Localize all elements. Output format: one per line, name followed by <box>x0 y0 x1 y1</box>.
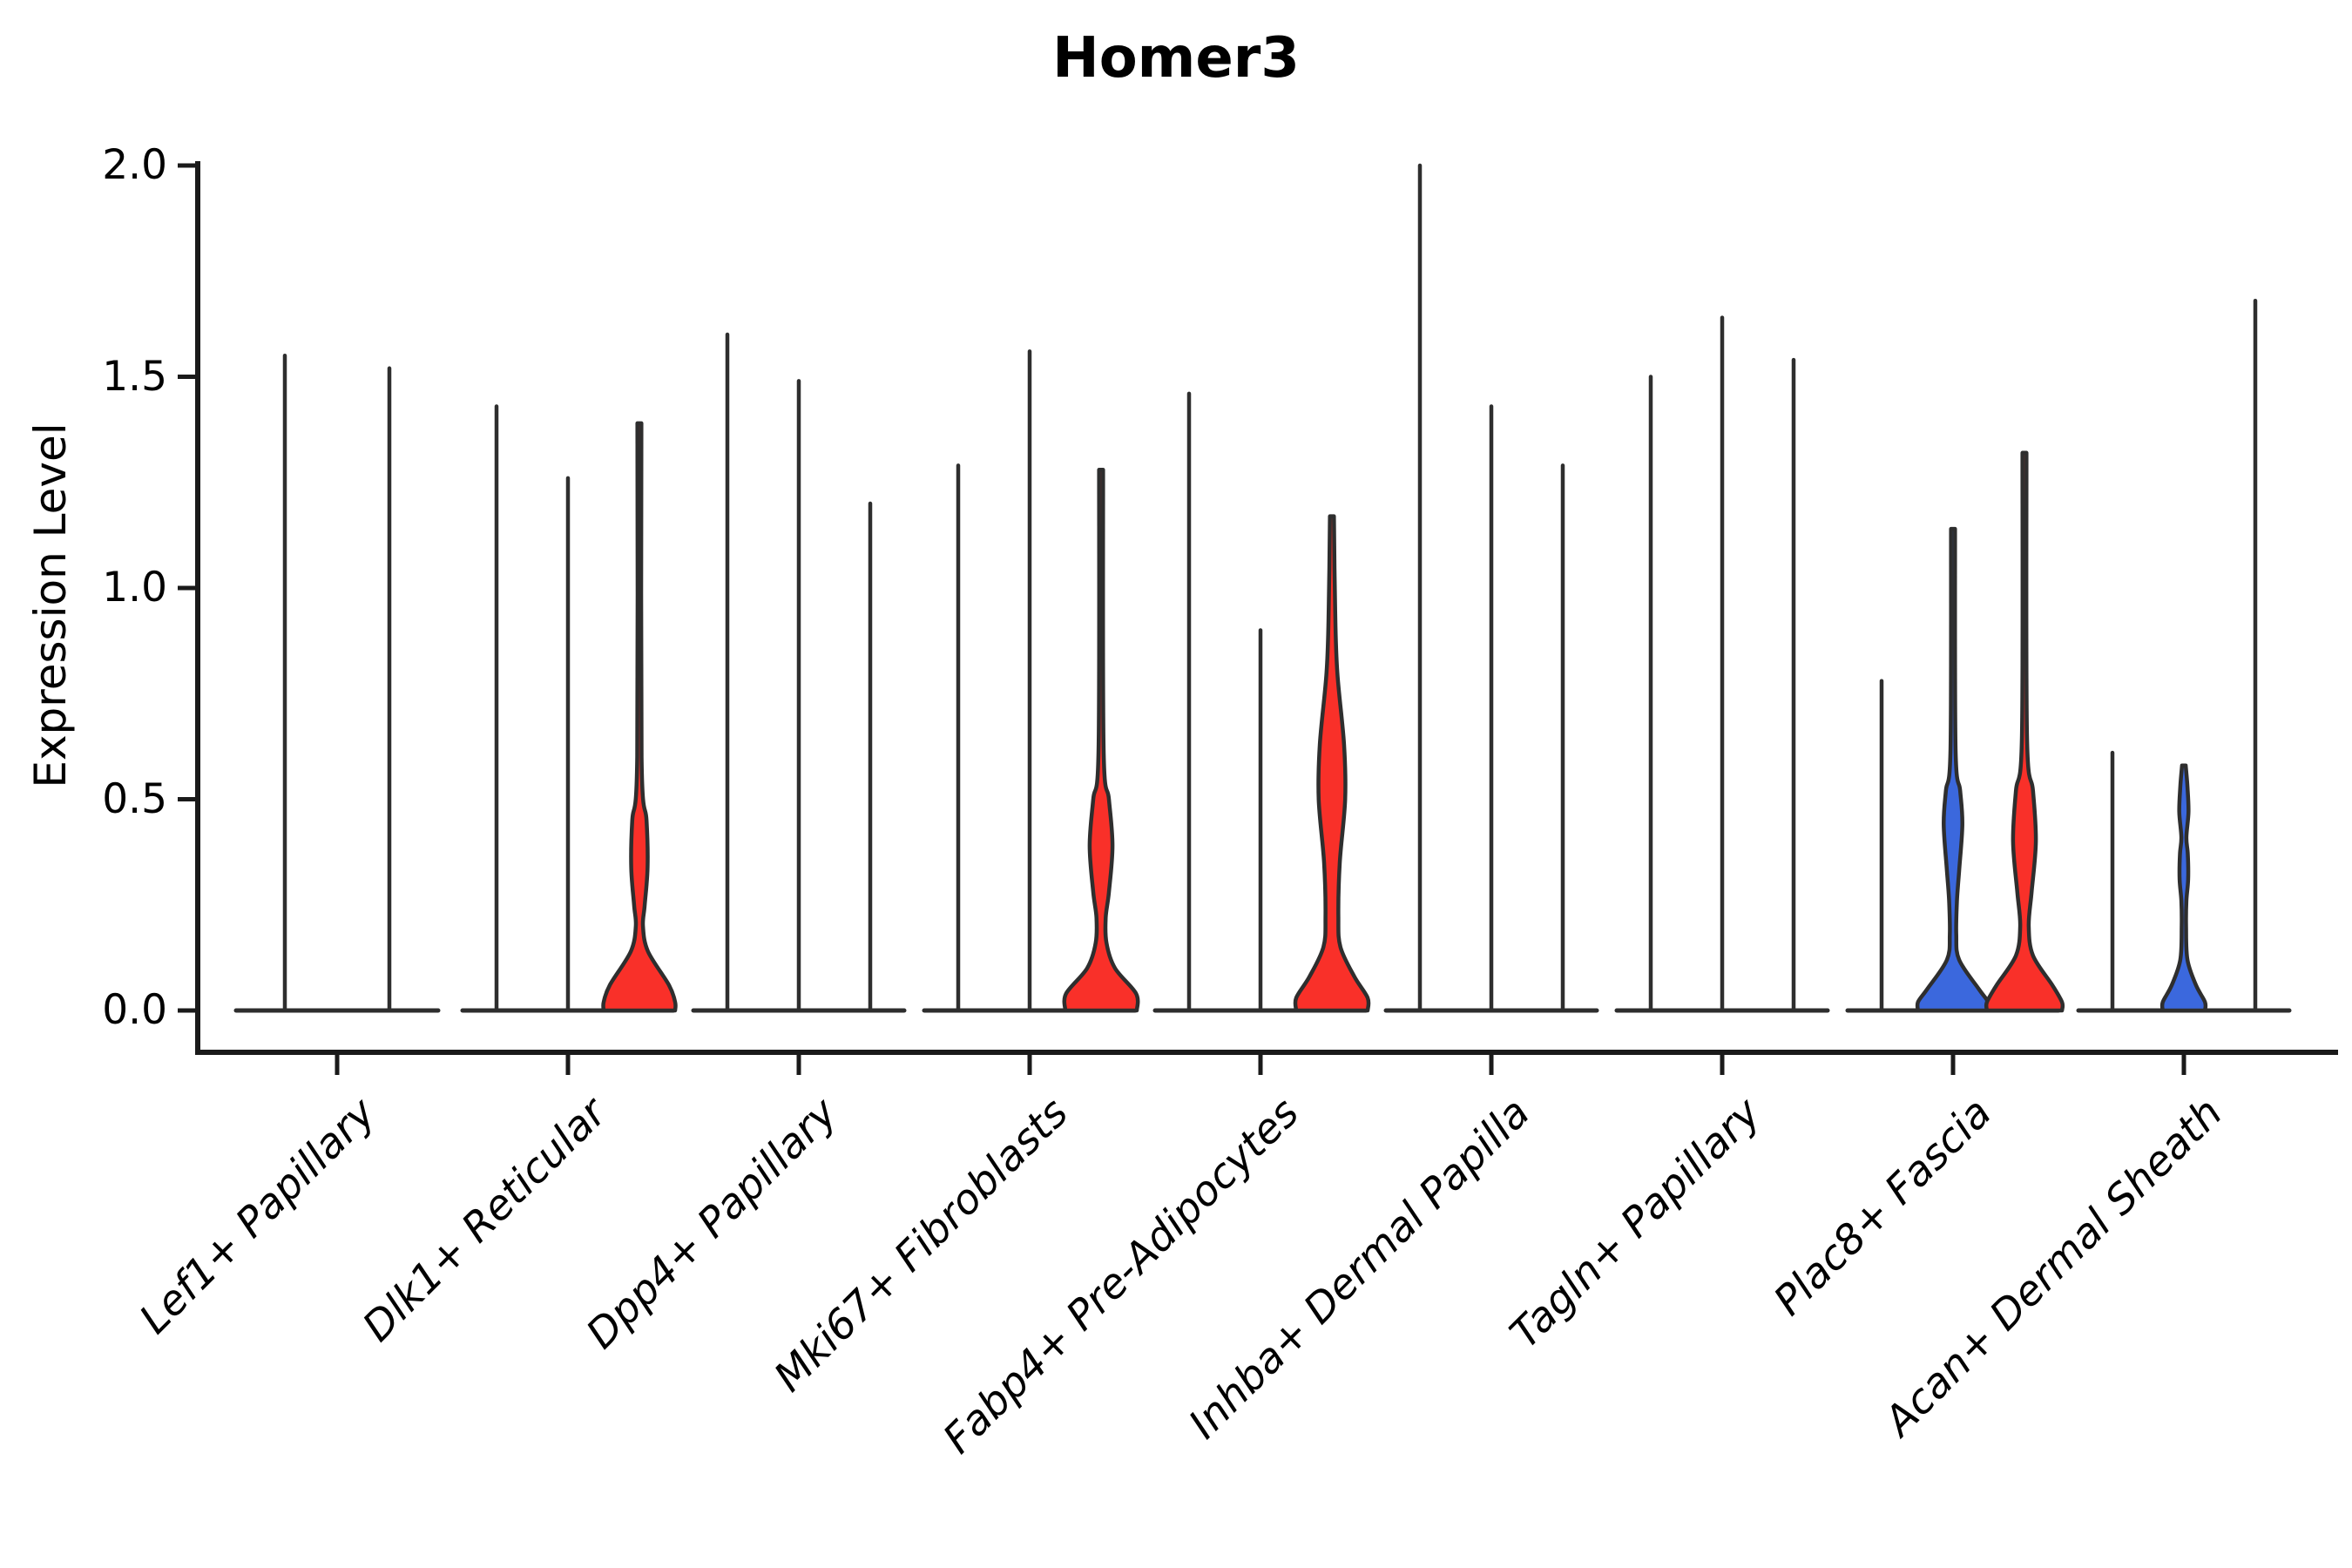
y-tick-label: 0.5 <box>102 774 167 823</box>
violin-red <box>1293 514 1371 1013</box>
y-tick-label: 2.0 <box>102 141 167 189</box>
y-tick-label: 1.5 <box>102 352 167 401</box>
y-tick-label: 0.0 <box>102 986 167 1034</box>
violin-blue <box>2159 763 2208 1013</box>
chart-title: Homer3 <box>1052 26 1300 91</box>
violin-blue <box>1915 526 1991 1013</box>
violin-red <box>1062 467 1140 1013</box>
y-tick-label: 1.0 <box>102 564 167 612</box>
violin-red <box>1984 450 2065 1013</box>
violin-red <box>601 421 678 1013</box>
